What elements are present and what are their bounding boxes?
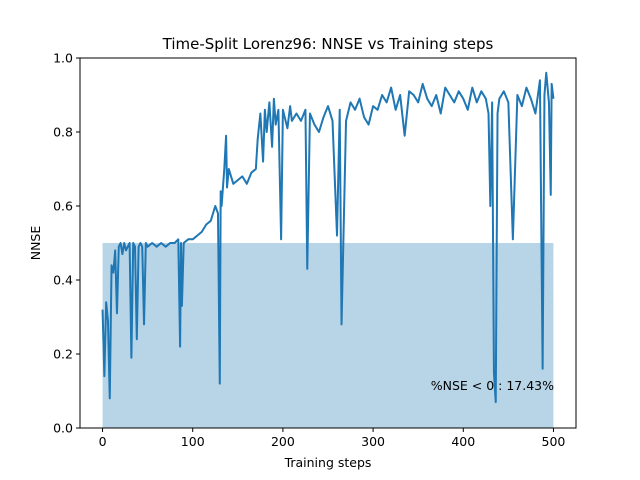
x-tick-label: 500 xyxy=(542,434,566,449)
axes-frame xyxy=(79,57,577,429)
chart-title: Time-Split Lorenz96: NNSE vs Training st… xyxy=(162,35,494,53)
x-axis: 0 100 200 300 400 500 xyxy=(99,428,566,449)
x-tick-label: 300 xyxy=(361,434,385,449)
y-tick-label: 0.0 xyxy=(53,421,73,436)
x-tick-label: 400 xyxy=(451,434,475,449)
x-axis-label: Training steps xyxy=(284,455,372,470)
y-tick-label: 0.2 xyxy=(53,347,73,362)
y-tick-label: 0.6 xyxy=(53,199,73,214)
y-axis: 0.0 0.2 0.4 0.6 0.8 1.0 xyxy=(53,51,80,436)
nse-annotation: %NSE < 0 : 17.43% xyxy=(431,378,554,393)
y-tick-label: 1.0 xyxy=(53,51,73,66)
series-line xyxy=(101,71,555,404)
x-tick-label: 0 xyxy=(99,434,107,449)
y-tick-label: 0.8 xyxy=(53,125,73,140)
x-tick-label: 100 xyxy=(181,434,205,449)
x-tick-label: 200 xyxy=(271,434,295,449)
y-axis-label: NNSE xyxy=(28,226,43,261)
y-tick-label: 0.4 xyxy=(53,273,73,288)
plot-area xyxy=(79,57,577,429)
shaded-region xyxy=(102,243,554,428)
